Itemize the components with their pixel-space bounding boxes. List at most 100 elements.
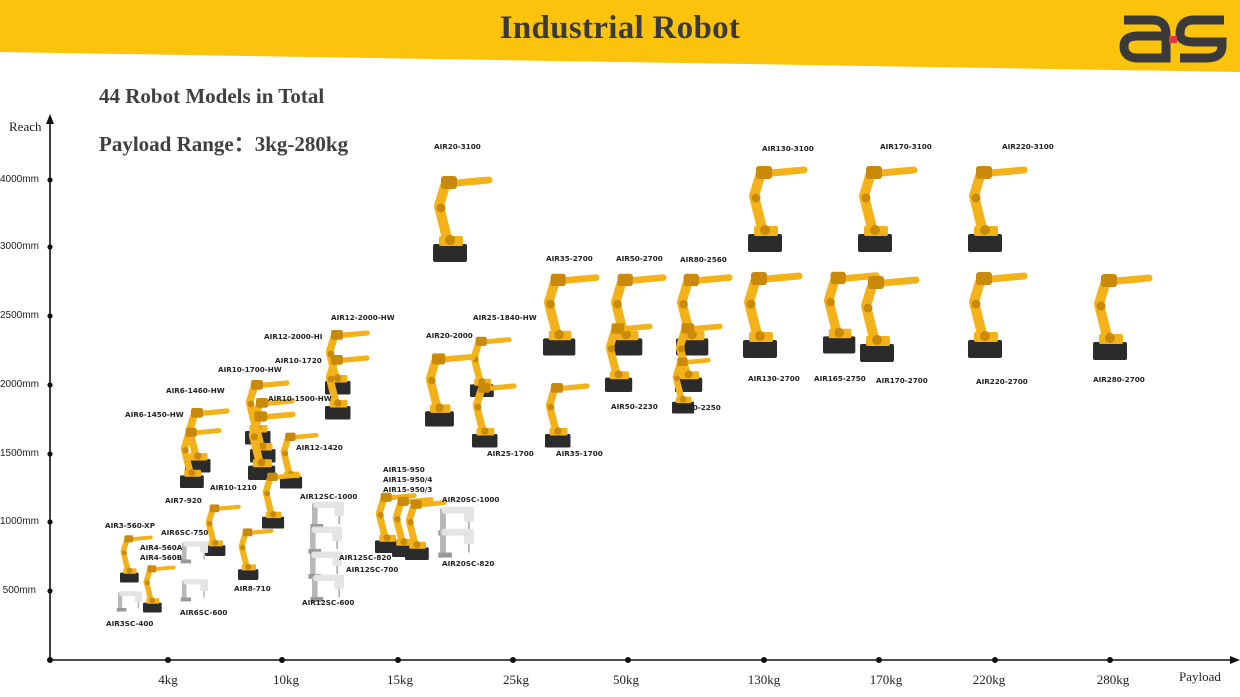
- y-tick-label: 3000mm: [0, 241, 39, 252]
- robot-model-label: AIR12SC-1000: [300, 492, 357, 501]
- robot-model-label: AIR35-1700: [556, 449, 603, 458]
- x-tick-mark: [395, 657, 401, 663]
- robot-model-label: AIR10-1210: [210, 483, 257, 492]
- robot-model-label: AIR6-1450-HW: [125, 410, 184, 419]
- robot-model-label: AIR15-950: [383, 465, 425, 474]
- robot-arm-icon: [968, 166, 1028, 252]
- robot-arm-icon: [433, 176, 493, 262]
- x-tick-label: 170kg: [869, 672, 903, 687]
- y-axis-title: Reach: [9, 119, 42, 134]
- robot-model-label: AIR4-560A: [140, 543, 183, 552]
- robot-arm-icon: [472, 383, 517, 448]
- robot-arm-icon: [968, 272, 1028, 358]
- robot-arm-icon: [545, 383, 590, 448]
- robot-arm-icon: [858, 166, 918, 252]
- scara-robot-icon: [310, 501, 344, 529]
- scara-robot-icon: [310, 574, 344, 602]
- robot-arm-icon: [238, 528, 274, 580]
- robot-arm-icon: [605, 323, 653, 392]
- x-tick-mark: [47, 657, 53, 663]
- robot-model-label: AIR3SC-400: [106, 619, 153, 628]
- x-tick-label: 50kg: [613, 672, 639, 687]
- robot-arm-icon: [425, 353, 476, 427]
- x-tick-mark: [510, 657, 516, 663]
- robot-model-label: AIR50-2700: [616, 254, 663, 263]
- y-tick-label: 1500mm: [0, 448, 39, 459]
- y-tick-mark: [47, 588, 53, 594]
- robot-arm-icon: [143, 565, 176, 613]
- payload-range-text: Payload Range：3kg-280kg: [99, 132, 349, 156]
- robot-model-label: AIR170-2700: [876, 376, 928, 385]
- x-tick-mark: [625, 657, 631, 663]
- robot-arm-icon: [325, 355, 370, 420]
- robot-model-label: AIR80-2560: [680, 255, 727, 264]
- robot-model-label: AIR12SC-600: [302, 598, 354, 607]
- x-tick-label: 15kg: [387, 672, 413, 687]
- y-tick-mark: [47, 244, 53, 250]
- page-title: Industrial Robot: [499, 10, 741, 46]
- x-tick-mark: [876, 657, 882, 663]
- robot-arm-icon: [205, 504, 241, 556]
- robot-model-label: AIR20SC-1000: [442, 495, 499, 504]
- scara-robot-icon: [308, 526, 342, 554]
- robot-model-label: AIR10-1720: [275, 356, 322, 365]
- robot-model-label: AIR35-2700: [546, 254, 593, 263]
- header-band: [0, 0, 1240, 72]
- x-tick-label: 130kg: [747, 672, 781, 687]
- scara-robot-icon: [180, 541, 208, 564]
- y-tick-mark: [47, 177, 53, 183]
- robot-arm-icon: [610, 273, 667, 356]
- robot-model-label: AIR7-920: [165, 496, 202, 505]
- robot-model-label: AIR15-950/4: [383, 475, 432, 484]
- robot-model-label: AIR3-560-XP: [105, 521, 155, 530]
- y-axis-arrow: [46, 114, 54, 124]
- x-axis-title: Payload: [1179, 669, 1221, 684]
- robot-model-label: AIR4-560B: [140, 553, 182, 562]
- robot-model-label: AIR20-2000: [426, 331, 473, 340]
- robot-arm-icon: [262, 472, 301, 529]
- robot-model-label: AIR12SC-820: [339, 553, 391, 562]
- y-tick-label: 2500mm: [0, 310, 39, 321]
- x-axis-arrow: [1230, 656, 1240, 664]
- ae-logo: a-e: [1119, 15, 1227, 63]
- robot-model-label: AIR165-2750: [814, 374, 866, 383]
- x-tick-label: 280kg: [1096, 672, 1130, 687]
- x-tick-mark: [1107, 657, 1113, 663]
- x-tick-mark: [279, 657, 285, 663]
- y-tick-label: 500mm: [2, 585, 36, 596]
- scara-robot-icon: [438, 528, 474, 558]
- robot-arm-icon: [823, 271, 880, 354]
- y-tick-label: 1000mm: [0, 516, 39, 527]
- robot-model-label: AIR12-2000-HI: [264, 332, 323, 341]
- robot-model-label: AIR220-2700: [976, 377, 1028, 386]
- x-tick-mark: [165, 657, 171, 663]
- robot-model-label: AIR15-950/3: [383, 485, 432, 494]
- robot-model-label: AIR12-1420: [296, 443, 343, 452]
- y-tick-mark: [47, 382, 53, 388]
- robot-arm-icon: [405, 499, 447, 560]
- robot-model-label: AIR8-710: [234, 584, 271, 593]
- y-tick-label: 4000mm: [0, 174, 39, 185]
- robot-model-label: AIR20SC-820: [442, 559, 494, 568]
- robot-model-label: AIR170-3100: [880, 142, 932, 151]
- robot-arm-icon: [672, 357, 711, 414]
- x-tick-label: 10kg: [273, 672, 299, 687]
- robot-model-label: AIR80-2250: [674, 403, 721, 412]
- x-tick-mark: [992, 657, 998, 663]
- y-tick-mark: [47, 519, 53, 525]
- robot-arm-icon: [860, 276, 920, 362]
- x-tick-label: 4kg: [158, 672, 178, 687]
- robot-arm-icon: [120, 535, 153, 583]
- robot-model-label: AIR10-1700-HW: [218, 365, 282, 374]
- robot-model-label: AIR6SC-600: [180, 608, 227, 617]
- y-tick-mark: [47, 313, 53, 319]
- robot-model-label: AIR20-3100: [434, 142, 481, 151]
- robot-model-label: AIR220-3100: [1002, 142, 1054, 151]
- robot-model-label: AIR50-2230: [611, 402, 658, 411]
- robot-arm-icon: [1093, 274, 1153, 360]
- robot-model-label: AIR25-1840-HW: [473, 313, 537, 322]
- robot-model-label: AIR12SC-700: [346, 565, 398, 574]
- robot-arm-icon: [543, 273, 600, 356]
- robot-model-label: AIR25-1700: [487, 449, 534, 458]
